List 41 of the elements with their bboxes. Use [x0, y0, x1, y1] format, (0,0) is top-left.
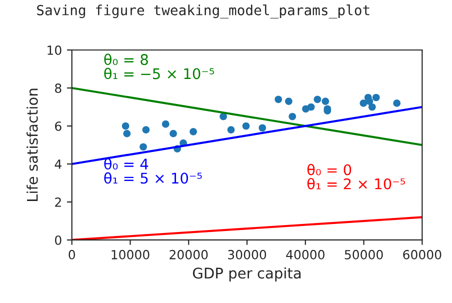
- x-tick-label: 40000: [286, 250, 324, 260]
- series-label: θ₀ = 0 θ₁ = 2 × 10⁻⁵: [307, 164, 405, 190]
- y-tick-label: 4: [54, 160, 62, 169]
- y-tick-label: 8: [55, 83, 62, 93]
- point: [123, 130, 131, 138]
- y-tick-label: 6: [55, 121, 62, 131]
- point: [220, 112, 227, 120]
- point: [274, 96, 282, 104]
- y-tick-label: 2: [55, 197, 61, 207]
- x-tick-label: 50000: [344, 250, 383, 260]
- point: [366, 98, 374, 105]
- point: [242, 122, 250, 130]
- y-tick-label: 0: [55, 235, 62, 245]
- series-label: θ₀ = 4 θ₁ = 5 × 10⁻⁵: [104, 158, 202, 184]
- point: [288, 112, 296, 120]
- point: [285, 98, 292, 105]
- x-tick-label: 60000: [403, 250, 442, 260]
- point: [170, 130, 177, 138]
- point: [314, 96, 322, 104]
- point: [190, 128, 197, 136]
- x-tick-label: 30000: [228, 250, 266, 260]
- point: [393, 100, 401, 107]
- x-axis-title: GDP per capita: [192, 267, 301, 282]
- y-axis-title: Life satisfaction: [26, 88, 38, 201]
- x-tick-label: 10000: [112, 250, 150, 260]
- y-tick-label: 10: [48, 45, 62, 55]
- point: [227, 126, 235, 134]
- point: [307, 103, 315, 111]
- point: [360, 100, 368, 107]
- point: [142, 126, 150, 134]
- x-tick-label: 20000: [170, 250, 208, 260]
- point: [322, 98, 330, 105]
- point: [140, 143, 147, 151]
- series-label: θ₀ = 8 θ₁ = −5 × 10⁻⁵: [104, 54, 214, 80]
- point: [122, 122, 130, 130]
- x-tick-label: 0: [68, 250, 76, 260]
- point: [368, 103, 376, 111]
- point: [372, 94, 380, 102]
- text: Saving figure tweaking_model_params_plot: [37, 4, 370, 18]
- point: [258, 124, 266, 132]
- point: [162, 120, 170, 128]
